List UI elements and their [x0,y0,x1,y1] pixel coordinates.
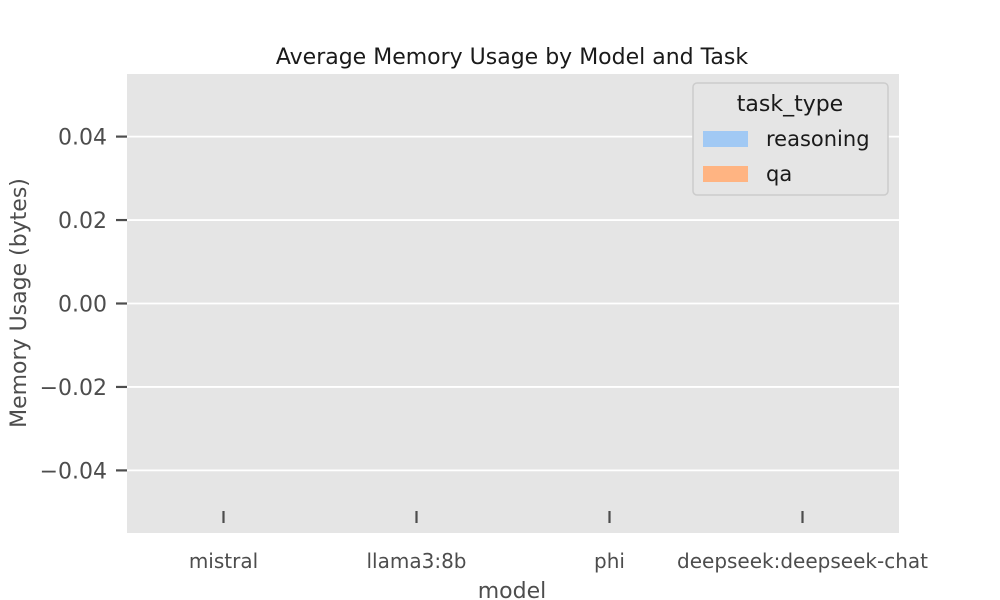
x-tick-label: llama3:8b [367,549,467,573]
legend-label: reasoning [766,127,870,151]
legend-items: reasoning qa [703,127,870,186]
x-tick-label: deepseek:deepseek-chat [677,549,928,573]
legend-label: qa [766,162,792,186]
x-axis-label: model [478,579,547,600]
y-tick-label: −0.02 [40,376,107,401]
x-tick-label: phi [594,549,625,573]
y-tick-label: 0.00 [58,293,107,318]
y-tick-label: −0.04 [40,459,107,484]
legend-title: task_type [737,92,843,117]
legend-swatch [703,131,748,147]
y-axis-label: Memory Usage (bytes) [7,178,32,428]
legend-swatch [703,166,748,182]
x-tick-label: mistral [189,549,258,573]
legend: task_type reasoning qa [692,82,889,196]
y-axis: 0.04 0.02 0.00 −0.02 −0.04 [40,126,127,484]
x-axis: mistral llama3:8b phi deepseek:deepseek-cha… [189,511,928,573]
y-tick-label: 0.04 [58,126,107,151]
y-tick-label: 0.02 [58,209,107,234]
chart-title: Average Memory Usage by Model and Task [276,45,748,70]
